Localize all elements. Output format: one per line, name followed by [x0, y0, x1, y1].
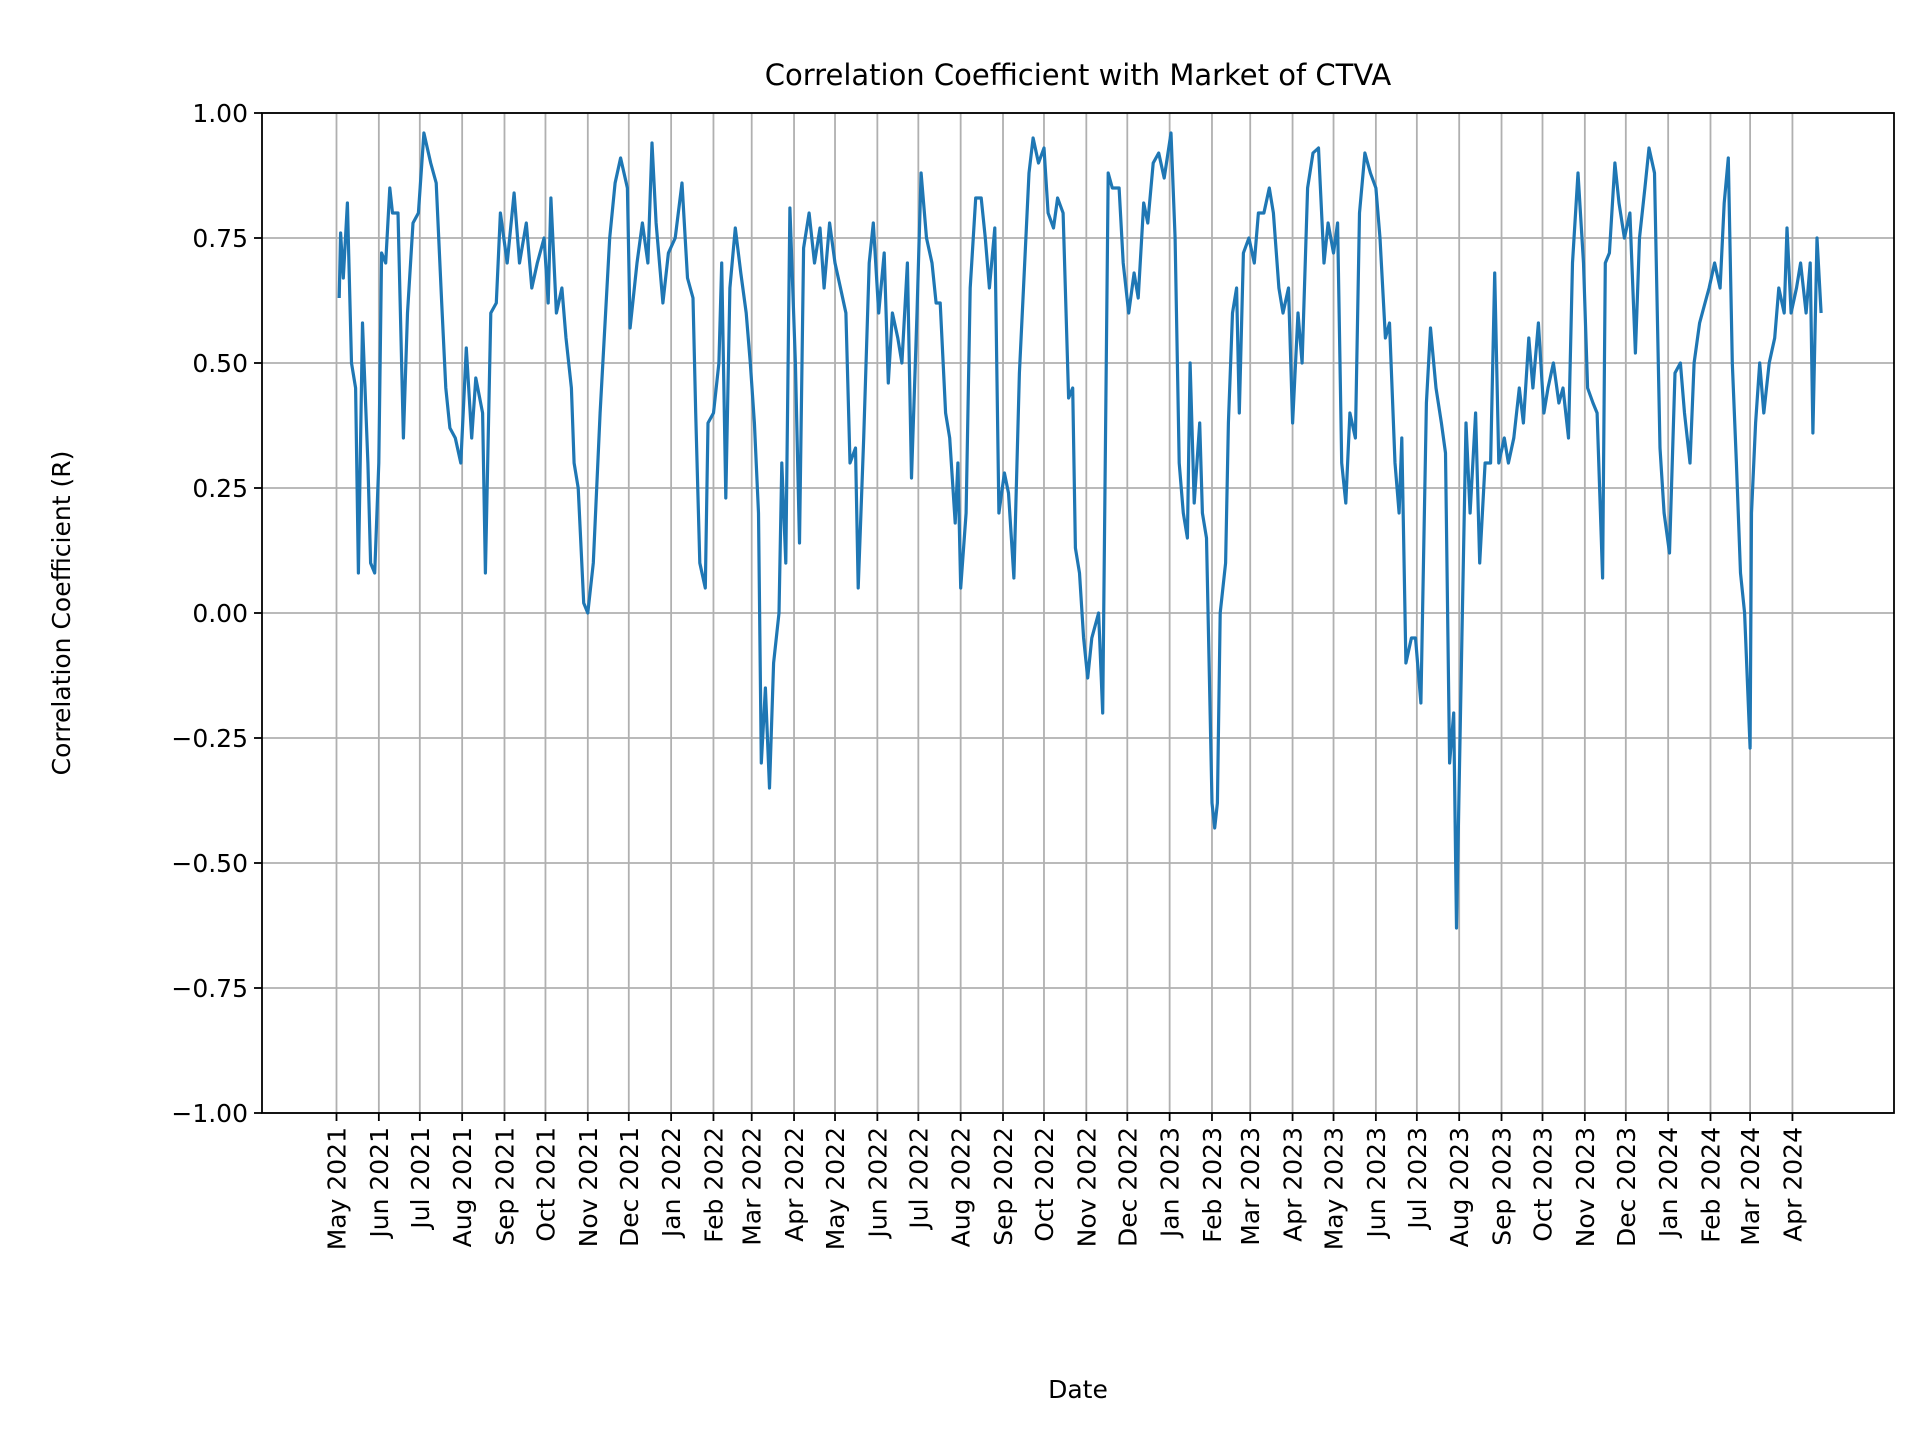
x-tick-label: Feb 2023 — [1198, 1127, 1227, 1243]
y-tick-label: −0.25 — [171, 724, 248, 753]
x-tick-label: Jul 2023 — [1403, 1127, 1432, 1231]
x-tick-label: Oct 2021 — [531, 1127, 560, 1242]
x-tick-label: Dec 2021 — [615, 1127, 644, 1247]
x-tick-label: Jun 2023 — [1362, 1127, 1391, 1240]
x-tick-label: Aug 2021 — [448, 1127, 477, 1247]
x-tick-label: Oct 2023 — [1529, 1127, 1558, 1242]
x-tick-label: Sep 2022 — [989, 1127, 1018, 1246]
x-tick-label: Mar 2022 — [738, 1127, 767, 1246]
series-line — [337, 131, 1823, 930]
x-tick-label: May 2023 — [1320, 1127, 1349, 1250]
x-tick-label: Feb 2022 — [699, 1127, 728, 1243]
y-axis: 1.00 0.75 0.50 0.25 0.00 −0.25 −0.50 −0.75 −1.00 — [171, 99, 262, 1128]
x-tick-label: Aug 2022 — [947, 1127, 976, 1247]
y-tick-label: 0.00 — [192, 599, 248, 628]
y-tick-label: −0.75 — [171, 974, 248, 1003]
x-axis: May 2021 Jun 2021 Jul 2021 Aug 2021 Sep 2021… — [323, 1113, 1807, 1250]
x-tick-label: May 2022 — [821, 1127, 850, 1250]
x-tick-label: Dec 2022 — [1113, 1127, 1142, 1247]
x-tick-label: Jul 2021 — [406, 1127, 435, 1231]
x-tick-label: Mar 2023 — [1236, 1127, 1265, 1246]
y-tick-label: 0.50 — [192, 349, 248, 378]
y-tick-label: −0.50 — [171, 849, 248, 878]
x-tick-label: Apr 2023 — [1279, 1127, 1308, 1242]
x-tick-label: Jan 2022 — [657, 1127, 686, 1239]
series-layer — [337, 131, 1823, 930]
x-axis-label: Date — [1048, 1375, 1108, 1404]
x-tick-label: Jun 2022 — [863, 1127, 892, 1240]
x-tick-label: Oct 2022 — [1030, 1127, 1059, 1242]
x-tick-label: Nov 2021 — [574, 1127, 603, 1247]
x-tick-label: May 2021 — [323, 1127, 352, 1250]
y-axis-label: Correlation Coefficient (R) — [47, 451, 76, 776]
x-tick-label: Jul 2022 — [904, 1127, 933, 1231]
y-tick-label: 0.25 — [192, 474, 248, 503]
x-tick-label: Jan 2023 — [1156, 1127, 1185, 1239]
x-tick-label: Jan 2024 — [1654, 1127, 1683, 1239]
x-tick-label: Nov 2022 — [1072, 1127, 1101, 1247]
x-tick-label: Feb 2024 — [1696, 1127, 1725, 1243]
x-tick-label: Nov 2023 — [1571, 1127, 1600, 1247]
x-tick-label: Apr 2022 — [780, 1127, 809, 1242]
y-tick-label: 1.00 — [192, 99, 248, 128]
x-tick-label: Sep 2021 — [490, 1127, 519, 1246]
y-tick-label: 0.75 — [192, 224, 248, 253]
y-tick-label: −1.00 — [171, 1099, 248, 1128]
x-tick-label: Aug 2023 — [1445, 1127, 1474, 1247]
x-tick-label: Apr 2024 — [1778, 1127, 1807, 1242]
x-tick-label: Dec 2023 — [1612, 1127, 1641, 1247]
x-tick-label: Jun 2021 — [365, 1127, 394, 1240]
x-tick-label: Mar 2024 — [1736, 1127, 1765, 1246]
chart-title: Correlation Coefficient with Market of C… — [765, 58, 1392, 92]
x-tick-label: Sep 2023 — [1488, 1127, 1517, 1246]
